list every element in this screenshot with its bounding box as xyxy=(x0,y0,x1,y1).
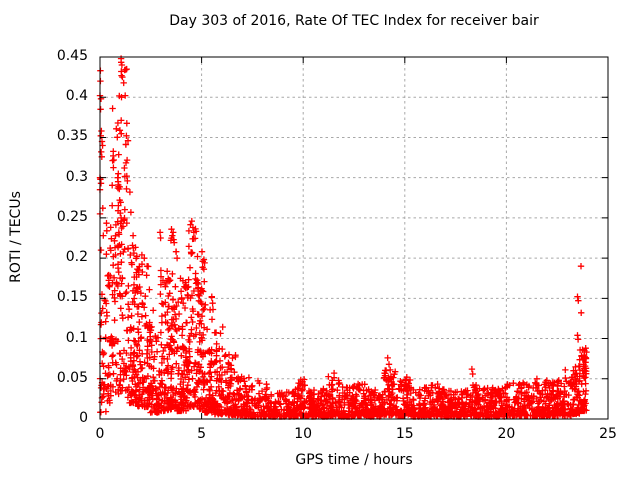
y-tick-label: 0.45 xyxy=(56,48,88,64)
y-tick-label: 0.35 xyxy=(56,128,88,145)
x-axis-label: GPS time / hours xyxy=(295,452,413,468)
scatter-points xyxy=(96,55,590,420)
y-tick-label: 0 xyxy=(79,410,88,426)
x-tick-label: 5 xyxy=(197,426,207,442)
chart-title: Day 303 of 2016, Rate Of TEC Index for r… xyxy=(169,13,539,29)
x-tick-label: 10 xyxy=(294,426,313,442)
x-tick-label: 25 xyxy=(599,426,617,442)
y-tick-label: 0.2 xyxy=(65,249,88,266)
plot-border xyxy=(99,56,609,420)
y-tick-label: 0.25 xyxy=(56,208,88,225)
y-tick-label: 0.3 xyxy=(65,168,88,185)
x-tick-label: 20 xyxy=(497,426,516,442)
y-tick-label: 0.1 xyxy=(65,329,88,346)
x-tick-label: 0 xyxy=(95,426,105,442)
axis-ticks xyxy=(99,56,609,420)
y-tick-label: 0.05 xyxy=(56,369,88,386)
y-tick-label: 0.4 xyxy=(65,88,88,105)
y-tick-label: 0.15 xyxy=(56,289,88,306)
x-tick-label: 15 xyxy=(395,426,414,442)
